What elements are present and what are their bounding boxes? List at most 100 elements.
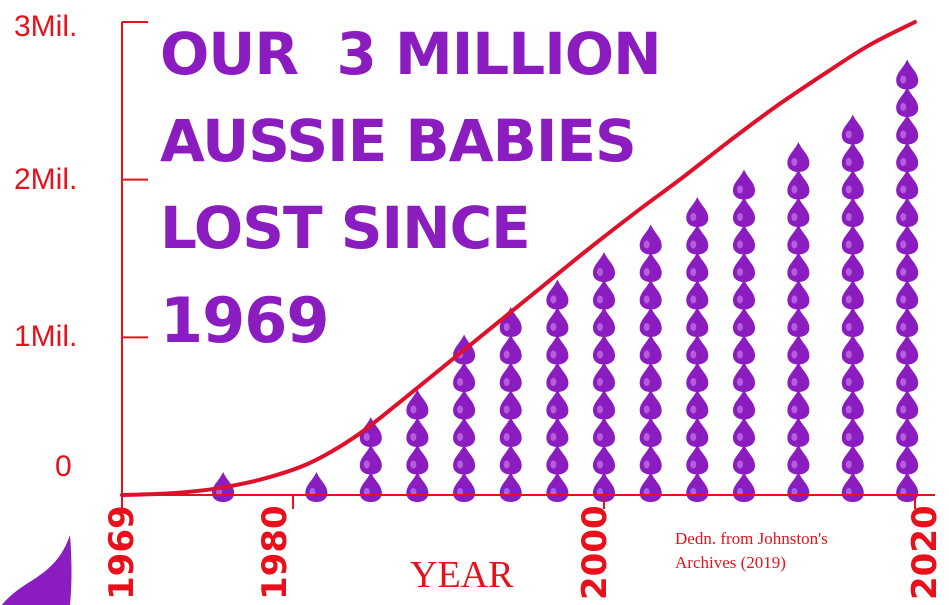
drop-icon	[787, 142, 810, 172]
drop-icon	[733, 307, 755, 337]
drop-shape	[359, 472, 382, 502]
drop-highlight	[900, 130, 907, 139]
drop-icon	[896, 279, 919, 310]
drop-icon	[787, 444, 810, 475]
drop-shape	[593, 389, 615, 420]
drop-highlight	[643, 240, 650, 249]
drop-icon	[359, 417, 382, 447]
drop-shape	[841, 169, 864, 200]
drop-icon	[733, 389, 755, 420]
drop-shape	[787, 252, 810, 282]
drop-icon	[686, 444, 709, 475]
drop-icon	[499, 472, 522, 502]
drop-icon	[499, 362, 522, 392]
drop-shape	[787, 307, 810, 337]
drop-icon	[787, 169, 810, 200]
drop-highlight	[900, 433, 907, 441]
drop-shape	[896, 444, 919, 475]
drop-shape	[686, 224, 709, 255]
drop-highlight	[597, 433, 603, 441]
drop-highlight	[457, 405, 464, 414]
drop-icon	[499, 334, 522, 365]
drop-shape	[896, 87, 919, 117]
drop-icon	[593, 444, 615, 475]
drop-highlight	[845, 460, 852, 469]
drop-highlight	[643, 405, 650, 414]
drop-highlight	[503, 433, 510, 441]
drop-shape	[686, 444, 709, 475]
drop-highlight	[900, 103, 907, 111]
drop-shape	[896, 252, 919, 282]
x-tick-label-2020: 2020	[905, 505, 945, 600]
drop-icon	[896, 169, 919, 200]
drop-shape	[787, 197, 810, 227]
drop-icon	[733, 362, 755, 392]
drop-highlight	[737, 350, 743, 359]
drop-shape	[841, 114, 864, 145]
drop-shape	[546, 444, 569, 475]
drop-highlight	[597, 460, 603, 469]
drop-icon	[841, 472, 864, 502]
drop-shape	[686, 334, 709, 365]
title-line-2: AUSSIE BABIES	[160, 107, 637, 175]
drop-icon	[841, 389, 864, 420]
drop-shape	[593, 252, 615, 282]
drop-highlight	[550, 405, 557, 414]
drop-shape	[787, 334, 810, 365]
drop-icon	[841, 142, 864, 172]
drop-shape	[896, 142, 919, 172]
drop-shape	[896, 307, 919, 337]
drop-highlight	[690, 240, 697, 249]
x-tick-label-1969: 1969	[102, 505, 142, 600]
drop-highlight	[791, 295, 798, 304]
drop-icon	[841, 307, 864, 337]
drop-highlight	[900, 295, 907, 304]
drop-icon	[896, 59, 919, 90]
drop-shape	[546, 307, 569, 337]
drop-shape	[733, 169, 755, 200]
drop-icon	[733, 417, 755, 447]
drop-icon	[639, 417, 662, 447]
drop-shape	[546, 472, 569, 502]
drop-shape	[686, 307, 709, 337]
drop-highlight	[791, 185, 798, 194]
drop-icon	[841, 252, 864, 282]
drops-layer	[212, 59, 919, 502]
drop-shape	[499, 417, 522, 447]
drop-icon	[453, 472, 476, 502]
drop-highlight	[457, 378, 464, 386]
drop-icon	[499, 444, 522, 475]
drop-icon	[841, 169, 864, 200]
drop-icon	[787, 252, 810, 282]
drop-highlight	[845, 268, 852, 276]
drop-shape	[733, 444, 755, 475]
drop-shape	[406, 417, 429, 447]
drop-shape	[787, 279, 810, 310]
drop-icon	[546, 334, 569, 365]
drop-highlight	[690, 268, 697, 276]
drop-highlight	[597, 268, 603, 276]
drop-icon	[593, 417, 615, 447]
drop-shape	[896, 59, 919, 90]
drop-icon	[499, 307, 522, 337]
drop-highlight	[737, 460, 743, 469]
drop-shape	[787, 224, 810, 255]
drop-shape	[639, 307, 662, 337]
drop-shape	[896, 334, 919, 365]
drop-icon	[639, 334, 662, 365]
drop-shape	[593, 279, 615, 310]
drop-shape	[733, 279, 755, 310]
drop-highlight	[791, 268, 798, 276]
drop-icon	[733, 444, 755, 475]
drop-shape	[787, 362, 810, 392]
drop-highlight	[845, 130, 852, 139]
drop-icon	[546, 307, 569, 337]
drop-highlight	[737, 268, 743, 276]
drop-icon	[733, 224, 755, 255]
drop-highlight	[597, 405, 603, 414]
large-drop-icon	[2, 535, 72, 605]
drop-shape	[841, 444, 864, 475]
drop-icon	[896, 417, 919, 447]
drop-highlight	[737, 378, 743, 386]
